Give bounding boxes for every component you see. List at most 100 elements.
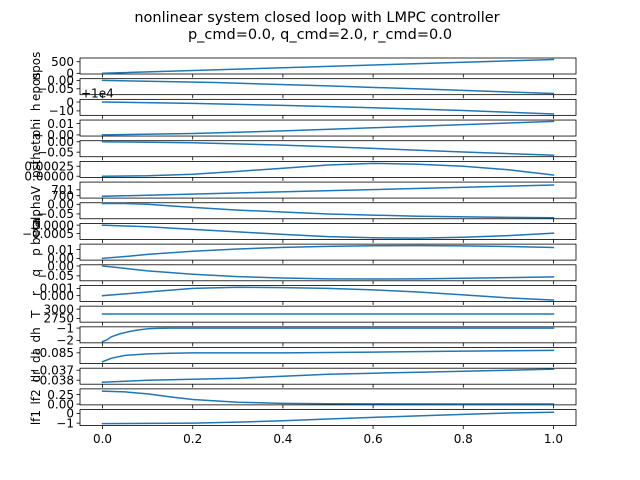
subplot-phi: 0.010.00 phi <box>29 117 577 142</box>
ylabel-lf1: lf1 <box>29 410 43 425</box>
xtick-label: 1.0 <box>544 432 563 446</box>
series-line-V <box>101 184 555 198</box>
ylabel-alpha: alpha <box>29 194 43 227</box>
shared-x-axis: 0.0 0.2 0.4 0.6 0.8 1.0 <box>93 432 563 446</box>
ytick-label: 0 <box>66 95 74 109</box>
ytick-label: 0.00000 <box>24 170 74 184</box>
ytick-label: 700 <box>51 189 74 203</box>
ytick-label: 500 <box>51 55 74 69</box>
ytick-label: 3000 <box>43 302 74 316</box>
ylabel-dh: dh <box>29 327 43 342</box>
ytick-label: −0.038 <box>30 374 74 388</box>
ytick-label: −0.085 <box>30 346 74 360</box>
offset-text: +1e4 <box>81 86 114 100</box>
ytick-label: 701 <box>51 183 74 197</box>
ytick-label: 0.00025 <box>24 160 74 174</box>
ylabel-dr: dr <box>29 370 43 383</box>
ylabel-V: V <box>29 185 43 194</box>
axes-frame <box>79 388 577 406</box>
axes-frame <box>79 326 577 344</box>
axes-frame <box>79 264 577 282</box>
subplot-h: 0−10 h +1e4 <box>29 86 577 119</box>
axes-frame <box>79 347 577 364</box>
ylabel-r: r <box>29 291 43 296</box>
series-line-psi <box>101 162 555 177</box>
ytick-label: 0.01 <box>47 243 74 257</box>
figure-title-line-1: nonlinear system closed loop with LMPC c… <box>134 10 499 26</box>
series-line-lf1 <box>101 411 555 425</box>
ytick-label: −0.0005 <box>22 227 74 241</box>
series-line-lf2 <box>101 390 555 405</box>
ytick-label: −1 <box>56 416 74 430</box>
series-line-beta <box>101 224 555 239</box>
ylabel-da: da <box>29 348 43 363</box>
ytick-label: 0 <box>66 67 74 81</box>
ytick-label: −0.05 <box>37 145 74 159</box>
ytick-label: −0.037 <box>30 364 74 378</box>
series-line-dh <box>101 327 555 343</box>
xtick-label: 0.0 <box>93 432 112 446</box>
ytick-label: 0.00 <box>47 128 74 142</box>
ylabel-T: T <box>29 310 43 319</box>
ytick-label: 0.000 <box>40 289 74 303</box>
ytick-label: −0.05 <box>37 82 74 96</box>
ytick-label: −10 <box>49 104 74 118</box>
series-line-dr <box>101 368 555 383</box>
axes-frame <box>79 202 577 220</box>
series-line-r <box>101 286 555 301</box>
series-line-epos <box>101 79 555 95</box>
ylabel-p: p <box>29 248 43 256</box>
ytick-label: 0.00 <box>47 135 74 149</box>
subplot-lf2: 0.250.00 lf2 <box>29 388 577 411</box>
axes-frame <box>79 409 577 426</box>
ytick-label: −1 <box>56 321 74 335</box>
xtick-label: 0.8 <box>454 432 473 446</box>
ylabel-lf2: lf2 <box>29 389 43 404</box>
ylabel-theta: theta <box>29 133 43 165</box>
xtick-label: 0.6 <box>364 432 383 446</box>
ytick-label: 0 <box>66 407 74 421</box>
ytick-label: 0.00 <box>47 252 74 266</box>
ytick-label: −0.05 <box>37 207 74 221</box>
ylabel-h: h <box>29 104 43 112</box>
axes-frame <box>79 140 577 158</box>
axes-frame <box>79 98 577 116</box>
series-line-alpha <box>101 202 555 219</box>
ytick-label: 0.0000 <box>32 218 74 232</box>
subplot-q: 0.00−0.05q <box>29 259 577 285</box>
axes-frame <box>79 119 577 137</box>
ytick-label: −2 <box>56 334 74 348</box>
axes-frame <box>79 285 577 302</box>
subplot-p: 0.010.00 p <box>29 243 577 266</box>
ytick-label: 0.01 <box>47 117 74 131</box>
ylabel-phi: phi <box>29 119 43 138</box>
ylabel-npos: npos <box>29 52 43 81</box>
subplot-stack: 0500npos0.00−0.05epos0−10h+1e40.010.00ph… <box>22 52 577 430</box>
subplot-lf1: 0−1 lf1 <box>29 407 577 430</box>
ytick-label: 2750 <box>43 312 74 326</box>
axes-frame <box>79 223 577 240</box>
ylabel-beta: beta <box>29 218 43 245</box>
ytick-label: 0.00 <box>47 259 74 273</box>
ytick-label: −0.05 <box>37 269 74 283</box>
series-line-p <box>101 244 555 260</box>
axes-frame <box>79 243 577 261</box>
subplot-dh: −1−2 dh <box>29 321 577 348</box>
ylabel-q: q <box>29 269 43 277</box>
ytick-label: 0.00 <box>47 397 74 411</box>
ylabel-psi: psi <box>29 161 43 178</box>
series-line-q <box>101 265 555 280</box>
xtick-label: 0.2 <box>183 432 202 446</box>
